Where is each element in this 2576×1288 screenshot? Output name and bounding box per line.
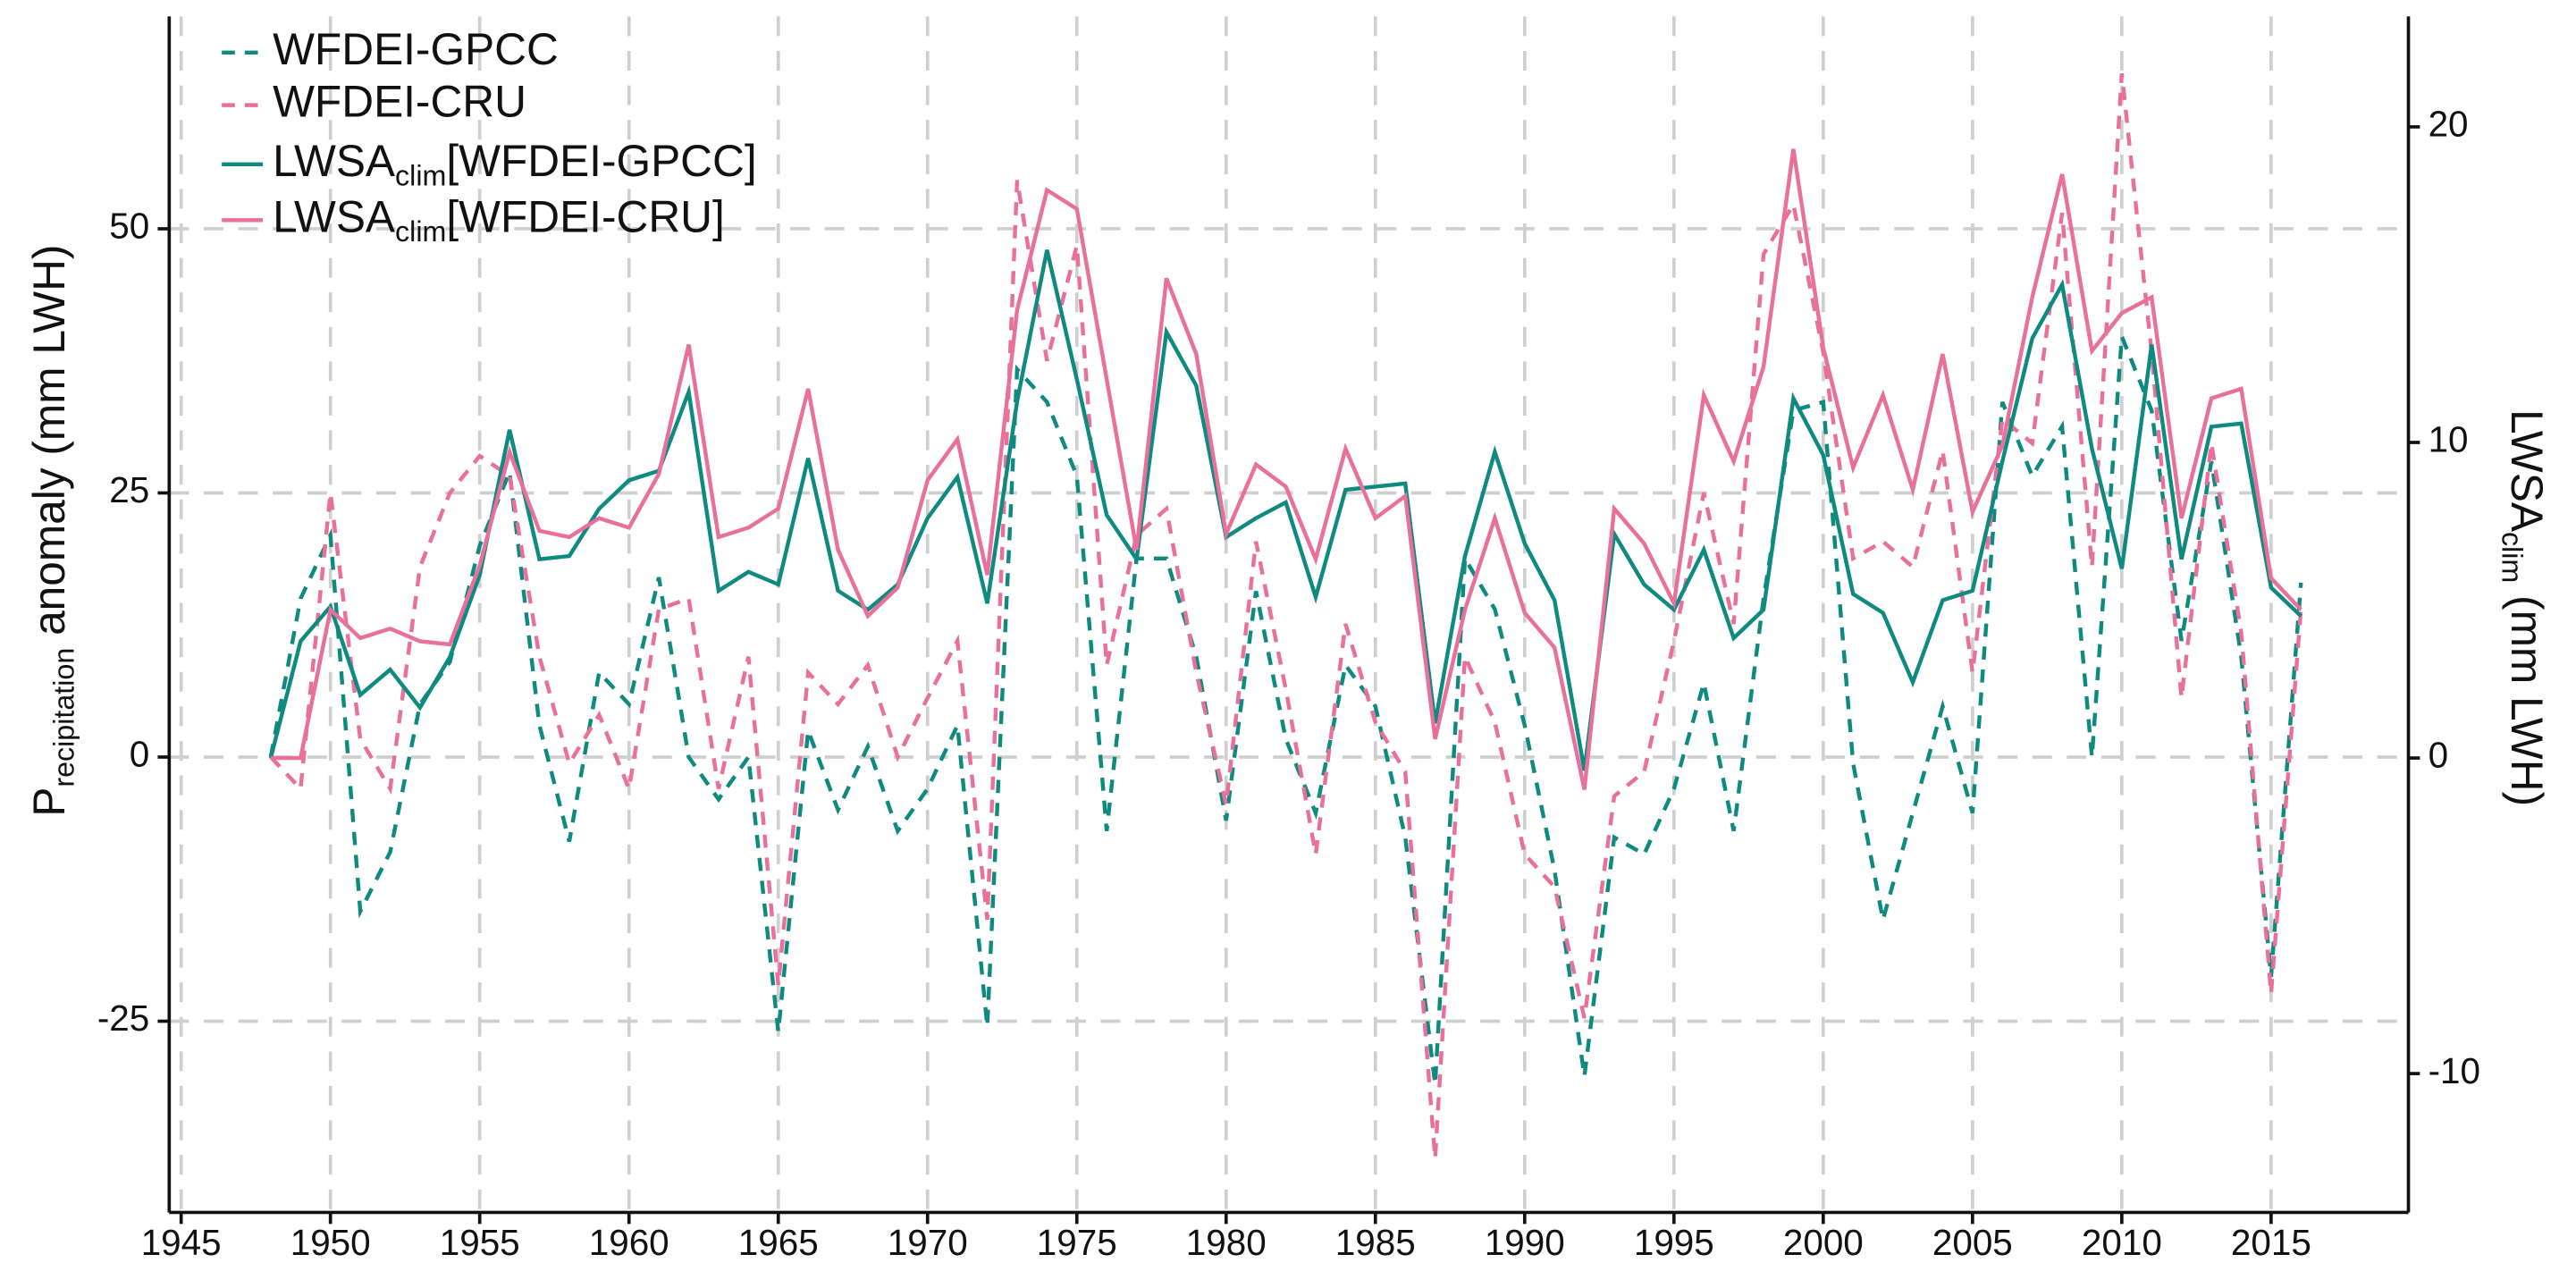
x-tick-label: 2000 bbox=[1783, 1222, 1864, 1263]
x-tick-label: 1975 bbox=[1037, 1222, 1117, 1263]
y2-tick-label: -10 bbox=[2429, 1050, 2480, 1091]
legend-label: WFDEI-GPCC bbox=[273, 24, 559, 74]
y-tick-label: 25 bbox=[109, 469, 149, 510]
x-tick-label: 1955 bbox=[440, 1222, 520, 1263]
x-tick-label: 1970 bbox=[888, 1222, 968, 1263]
x-tick-label: 1950 bbox=[290, 1222, 371, 1263]
legend-label: LWSAclim[WFDEI-GPCC] bbox=[273, 136, 757, 191]
y-tick-label: 0 bbox=[130, 734, 149, 775]
x-tick-label: 2010 bbox=[2082, 1222, 2162, 1263]
series-line bbox=[268, 249, 2302, 771]
y2-tick-label: 10 bbox=[2429, 419, 2469, 460]
series-line bbox=[268, 335, 2303, 1085]
series-line bbox=[269, 72, 2303, 1159]
y-tick-label: -25 bbox=[97, 998, 149, 1039]
y-tick-label: 50 bbox=[109, 206, 149, 247]
y2-tick-label: 20 bbox=[2429, 104, 2469, 145]
x-tick-label: 2005 bbox=[1932, 1222, 2013, 1263]
legend-label: LWSAclim[WFDEI-CRU] bbox=[273, 191, 725, 247]
y2-axis-title: LWSAclim (mm LWH) bbox=[2496, 409, 2552, 806]
x-tick-label: 1945 bbox=[141, 1222, 222, 1263]
y-axis-title: Precipitation anomaly (mm LWH) bbox=[24, 245, 80, 817]
legend-label: WFDEI-CRU bbox=[273, 77, 526, 127]
x-tick-label: 1965 bbox=[738, 1222, 819, 1263]
series-line bbox=[270, 148, 2302, 790]
x-tick-label: 1960 bbox=[589, 1222, 669, 1263]
x-tick-label: 2015 bbox=[2231, 1222, 2311, 1263]
x-tick-label: 1990 bbox=[1485, 1222, 1565, 1263]
y2-tick-label: 0 bbox=[2429, 735, 2448, 776]
x-tick-label: 1980 bbox=[1186, 1222, 1267, 1263]
x-tick-label: 1985 bbox=[1335, 1222, 1416, 1263]
x-tick-label: 1995 bbox=[1634, 1222, 1714, 1263]
